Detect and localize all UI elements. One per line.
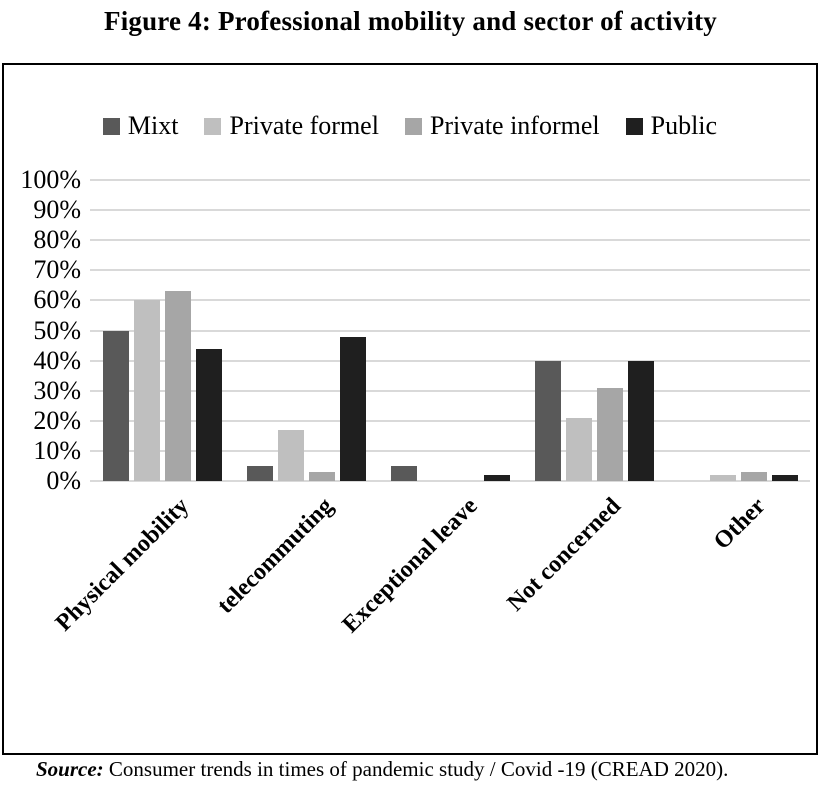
y-axis-tick-label: 60% bbox=[33, 285, 81, 315]
bar bbox=[390, 465, 417, 481]
legend-label: Public bbox=[650, 111, 718, 140]
gridline bbox=[90, 329, 810, 332]
bar-group-exceptional-leave bbox=[390, 180, 510, 481]
bar bbox=[483, 474, 510, 481]
x-axis-category-labels: Physical mobility telecommuting Exceptiona… bbox=[51, 481, 810, 651]
legend-swatch-icon bbox=[625, 117, 643, 135]
y-axis-tick-label: 30% bbox=[33, 375, 81, 405]
y-axis-tick-label: 70% bbox=[33, 255, 81, 285]
bar-group-other bbox=[679, 180, 798, 481]
gridline bbox=[90, 179, 810, 181]
y-axis-tick-label: 20% bbox=[33, 405, 81, 435]
legend-label: Private formel bbox=[229, 111, 379, 140]
gridline bbox=[90, 359, 810, 362]
legend-label: Private informel bbox=[429, 111, 600, 140]
x-axis-category-label: telecommuting bbox=[212, 493, 339, 619]
plot-area: 0% 10% 20% 30% 40% 50% 60% 70% 80% 90% 100% Physic… bbox=[20, 167, 810, 638]
bar bbox=[627, 360, 654, 481]
gridline bbox=[90, 239, 810, 242]
legend-item-private-formel: Private formel bbox=[204, 111, 379, 141]
legend-item-private-informel: Private informel bbox=[404, 111, 600, 141]
gridline bbox=[90, 299, 810, 302]
bar bbox=[534, 360, 561, 481]
bar bbox=[709, 474, 736, 481]
gridline bbox=[90, 419, 810, 422]
bar bbox=[195, 348, 222, 481]
bar-group-physical-mobility bbox=[102, 180, 222, 481]
legend-swatch-icon bbox=[102, 117, 120, 135]
gridline bbox=[90, 389, 810, 392]
y-axis-tick-label: 40% bbox=[33, 345, 81, 375]
bar bbox=[565, 417, 592, 481]
bar bbox=[596, 387, 623, 481]
bar bbox=[133, 300, 160, 481]
y-axis-tick-label: 80% bbox=[33, 225, 81, 255]
source-label: Source: bbox=[36, 757, 104, 781]
gridline bbox=[90, 480, 810, 482]
bar bbox=[339, 336, 366, 481]
bar bbox=[277, 429, 304, 481]
bar-group-telecommuting bbox=[246, 180, 366, 481]
legend-swatch-icon bbox=[404, 117, 422, 135]
legend-swatch-icon bbox=[204, 117, 222, 135]
bar bbox=[246, 465, 273, 481]
bar bbox=[771, 474, 798, 481]
y-axis-tick-label: 90% bbox=[33, 195, 81, 225]
gridline bbox=[90, 209, 810, 212]
x-axis-category-label: Not concerned bbox=[502, 493, 627, 617]
bar bbox=[164, 291, 191, 481]
legend-item-public: Public bbox=[625, 111, 718, 141]
chart-legend: Mixt Private formel Private informel Public bbox=[4, 111, 816, 141]
y-axis-tick-label: 10% bbox=[33, 435, 81, 465]
y-axis-tick-label: 100% bbox=[20, 165, 81, 194]
gridline bbox=[90, 449, 810, 452]
y-axis-tick-label: 0% bbox=[46, 466, 81, 495]
figure-title: Figure 4: Professional mobility and sect… bbox=[104, 6, 717, 36]
source-text: Consumer trends in times of pandemic stu… bbox=[103, 757, 729, 781]
chart-box: Mixt Private formel Private informel Public… bbox=[2, 63, 818, 755]
legend-item-mixt: Mixt bbox=[102, 111, 179, 141]
legend-label: Mixt bbox=[127, 111, 179, 140]
x-axis-category-label: Other bbox=[708, 493, 771, 555]
bar bbox=[740, 471, 767, 481]
x-axis-category-label: Physical mobility bbox=[51, 493, 195, 637]
bar-series-area bbox=[90, 180, 810, 481]
bar-group-not-concerned bbox=[534, 180, 654, 481]
gridline bbox=[90, 269, 810, 272]
y-axis-tick-label: 50% bbox=[33, 315, 81, 345]
bar bbox=[308, 471, 335, 481]
source-note: Source: Consumer trends in times of pand… bbox=[36, 757, 728, 782]
bar bbox=[102, 330, 129, 481]
x-axis-category-label: Exceptional leave bbox=[337, 493, 483, 639]
